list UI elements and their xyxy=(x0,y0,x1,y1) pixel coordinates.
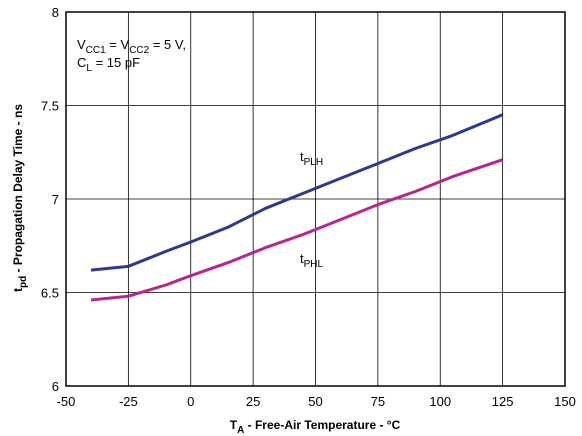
plot-frame xyxy=(65,11,566,387)
x-axis-title: TA - Free-Air Temperature - °C xyxy=(230,418,401,436)
x-tick-label: 0 xyxy=(187,394,194,409)
condition-vcc: VCC1 = VCC2 = 5 V, xyxy=(77,37,186,56)
x-tick-label: 50 xyxy=(308,394,322,409)
series-line-tplh xyxy=(90,113,504,272)
series-label-tphl: tPHL xyxy=(300,251,324,270)
x-tick-label: 100 xyxy=(429,394,451,409)
y-tick-label: 7.5 xyxy=(41,99,59,114)
series-line-tphl xyxy=(90,158,504,302)
y-tick-label: 8 xyxy=(52,5,59,20)
x-tick-label: -25 xyxy=(119,394,138,409)
grid xyxy=(66,12,565,386)
x-tick-label: 125 xyxy=(492,394,514,409)
y-tick-label: 7 xyxy=(52,192,59,207)
y-tick-label: 6.5 xyxy=(41,286,59,301)
y-tick-label: 6 xyxy=(52,379,59,394)
y-axis-title: tpd - Propagation Delay Time - ns xyxy=(11,104,29,292)
x-tick-label: 75 xyxy=(371,394,385,409)
x-tick-label: -50 xyxy=(57,394,76,409)
x-tick-label: 25 xyxy=(246,394,260,409)
series-label-tplh: tPLH xyxy=(300,149,323,168)
condition-cl: CL = 15 pF xyxy=(77,55,140,74)
series-group xyxy=(90,113,504,302)
x-tick-labels: -50 -25 0 25 50 75 100 125 150 xyxy=(57,394,576,409)
x-tick-label: 150 xyxy=(554,394,576,409)
y-tick-labels: 6 6.5 7 7.5 8 xyxy=(41,5,59,394)
